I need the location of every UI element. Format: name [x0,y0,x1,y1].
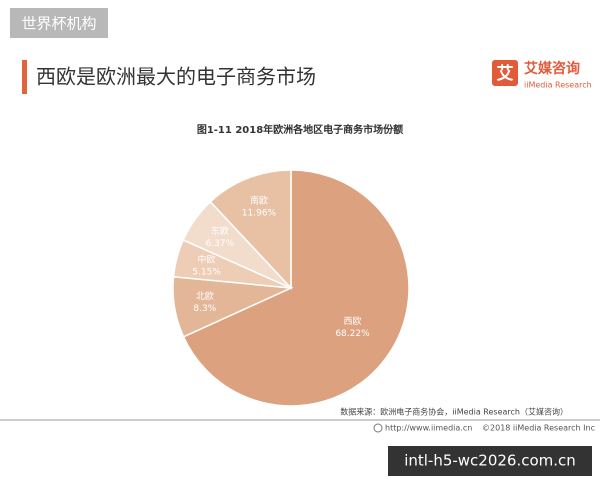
chart-title: 图1-11 2018年欧洲各地区电子商务市场份额 [197,123,403,136]
slice-value: 68.22% [335,329,370,339]
heading-bar [22,60,27,94]
logo-sub: iiMedia Research [524,81,592,90]
badge: 世界杯机构 [21,15,96,33]
slice-value: 8.3% [193,304,216,314]
watermark-box [388,446,592,476]
pie-slice [182,169,410,407]
logo-name: 艾媒咨询 [524,60,580,77]
watermark: intl-h5-wc2026.com.cn [404,452,576,470]
pie: 西欧 68.22% 北欧 8.3% 中欧 5.15% 东欧 6.37% 南欧 11.96% [172,169,410,407]
slice-value: 11.96% [242,208,277,218]
logo-mark: 艾 [497,63,514,84]
slice-name: 东欧 [211,225,229,237]
source: 数据来源：欧洲电子商务协会，iiMedia Research（艾媒咨询） [340,407,568,417]
slice-name: 南欧 [250,194,268,206]
slice-name: 西欧 [343,315,361,327]
slice-name: 中欧 [198,253,216,265]
footer-url: http://www.iimedia.cn [385,424,472,433]
heading: 西欧是欧洲最大的电子商务市场 [36,65,316,89]
slice-name: 北欧 [196,290,214,302]
pie-slice [209,169,292,290]
slice-value: 5.15% [192,267,221,277]
badge-box [10,8,108,38]
slice-value: 6.37% [206,239,235,249]
globe-icon [373,423,383,433]
logo-box [492,60,518,86]
footer-copyright: ©2018 iiMedia Research Inc [482,424,595,433]
